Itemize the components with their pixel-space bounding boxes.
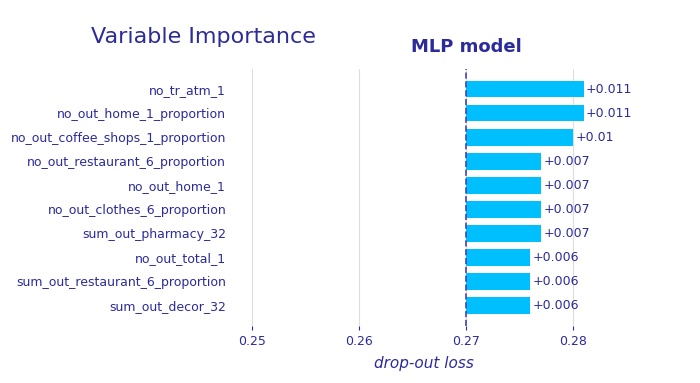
Bar [466,297,531,314]
Bar [466,129,573,146]
Text: +0.011: +0.011 [586,106,632,119]
Text: +0.007: +0.007 [543,155,590,168]
Bar [466,80,584,97]
Bar [466,177,541,194]
Text: MLP model: MLP model [411,38,522,56]
Bar [466,105,584,121]
Text: +0.006: +0.006 [533,251,579,264]
Bar [466,153,541,170]
Bar [466,273,531,290]
Bar [466,249,531,266]
Text: Variable Importance: Variable Importance [91,27,316,47]
Text: +0.006: +0.006 [533,299,579,312]
Text: +0.006: +0.006 [533,275,579,288]
Text: +0.01: +0.01 [575,131,614,144]
Text: +0.007: +0.007 [543,203,590,216]
Bar [466,201,541,218]
Text: +0.011: +0.011 [586,82,632,95]
X-axis label: drop-out loss: drop-out loss [374,356,473,371]
Text: +0.007: +0.007 [543,179,590,192]
Text: +0.007: +0.007 [543,227,590,240]
Bar [466,225,541,242]
